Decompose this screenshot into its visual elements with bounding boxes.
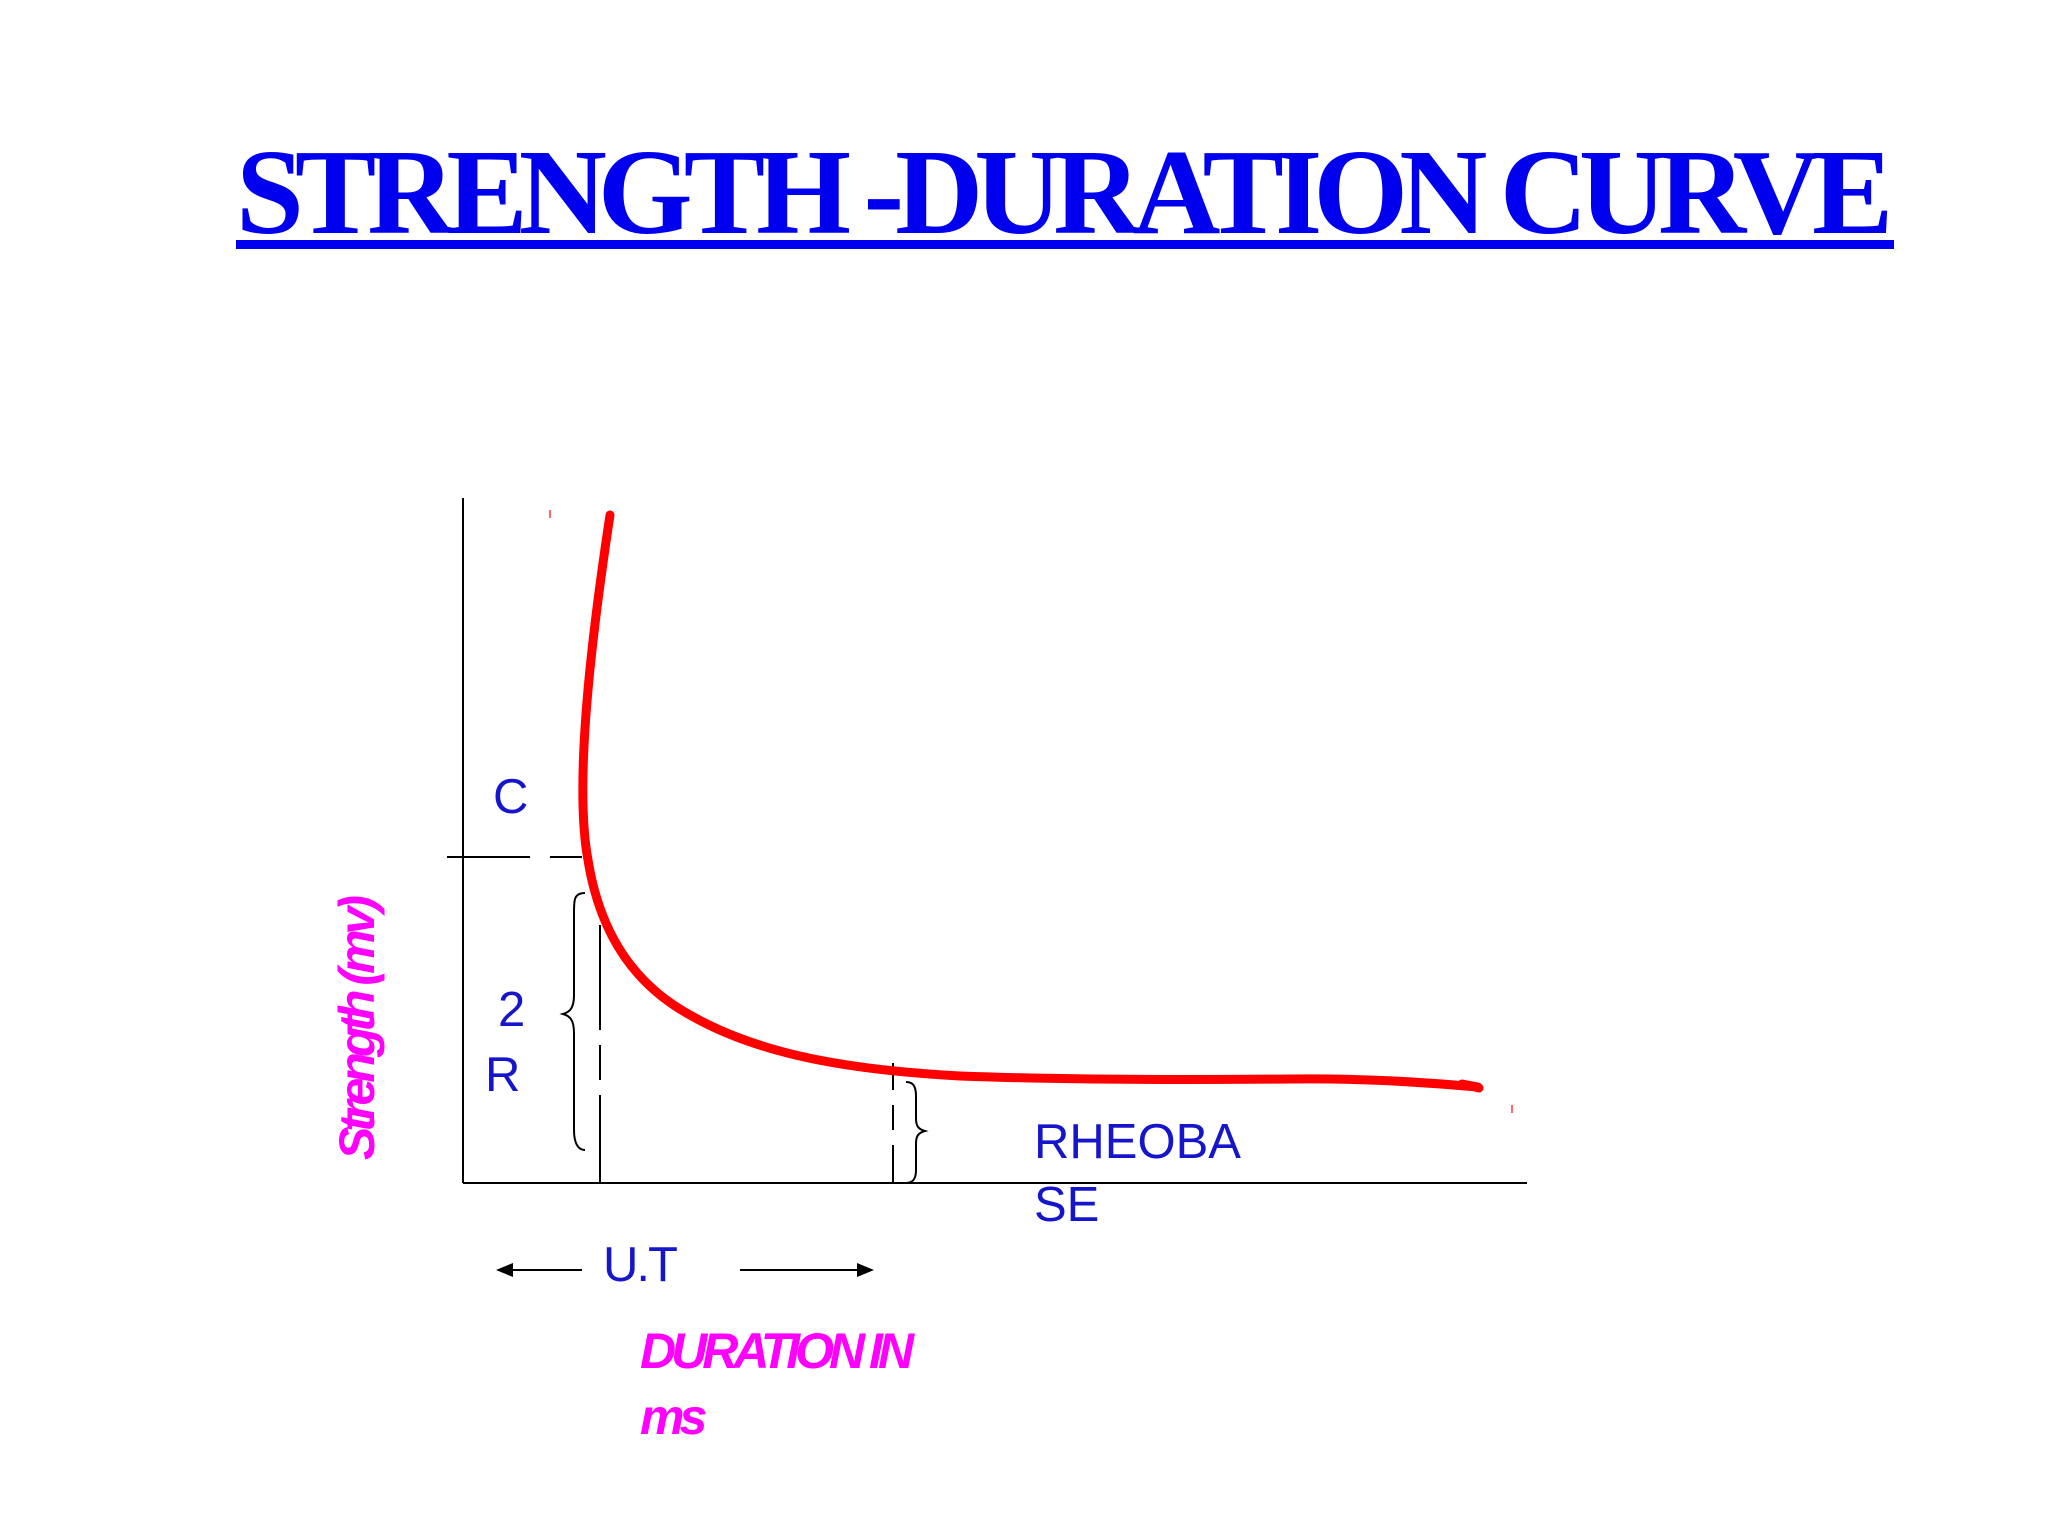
two-rheobase-brace bbox=[559, 892, 586, 1151]
y-axis-title: Strength (mv) bbox=[329, 900, 385, 1160]
x-axis-title-line1: DURATION IN bbox=[640, 1323, 914, 1379]
ut-arrowhead-left bbox=[496, 1263, 513, 1277]
strength-duration-curve bbox=[578, 510, 1484, 1093]
two-label: 2 bbox=[498, 983, 526, 1037]
x-axis-title: DURATION IN ms bbox=[640, 1318, 914, 1450]
x-axis-title-line2: ms bbox=[640, 1389, 707, 1445]
chronaxie-label: C bbox=[493, 770, 529, 824]
rheobase-abbrev-label: R bbox=[485, 1048, 521, 1102]
title-underline bbox=[236, 240, 1894, 249]
rheobase-label-line2: SE bbox=[1034, 1178, 1100, 1232]
ut-arrowhead-right bbox=[857, 1263, 874, 1277]
rheobase-label-line1: RHEOBA bbox=[1034, 1115, 1241, 1169]
utilization-time-label: U.T bbox=[603, 1238, 678, 1292]
rheobase-brace bbox=[905, 1081, 929, 1184]
slide-title: STRENGTH -DURATION CURVE bbox=[236, 125, 1893, 260]
